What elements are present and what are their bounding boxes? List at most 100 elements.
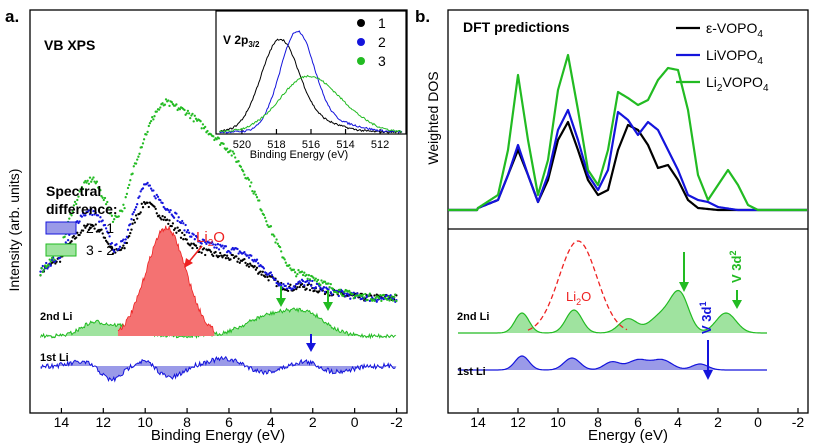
data-point — [311, 279, 314, 283]
data-point — [307, 281, 311, 285]
data-point — [104, 202, 108, 206]
data-point — [76, 220, 79, 223]
data-point — [146, 181, 149, 185]
data-point — [260, 273, 263, 276]
panel-a-xlabel: Binding Energy (eV) — [151, 427, 285, 444]
data-point — [265, 271, 268, 275]
data-point — [93, 180, 96, 183]
li2o-arrow-a — [187, 245, 203, 264]
data-point — [94, 182, 97, 185]
data-point — [168, 210, 171, 214]
data-point — [282, 256, 285, 259]
data-point — [146, 130, 149, 134]
data-point — [78, 190, 81, 193]
data-point — [166, 218, 169, 221]
data-point — [277, 284, 281, 287]
data-point — [103, 196, 107, 200]
data-point — [186, 109, 190, 113]
data-point — [129, 231, 132, 235]
data-point — [392, 296, 396, 299]
data-point — [153, 195, 156, 198]
data-point — [237, 160, 240, 163]
data-point — [121, 210, 124, 213]
data-point — [68, 217, 71, 220]
data-point — [171, 222, 175, 225]
data-point — [296, 282, 299, 286]
data-point — [141, 206, 145, 209]
data-point — [133, 208, 137, 211]
xtick-label: 4 — [674, 414, 682, 430]
data-point — [136, 217, 139, 220]
data-point — [247, 265, 251, 268]
inset-xticks: 520 518 516 514 512 — [233, 129, 389, 151]
data-point — [130, 218, 133, 221]
panel-a-title: VB XPS — [44, 37, 95, 53]
data-point — [329, 291, 332, 294]
v3d1-label: V 3d1 — [698, 302, 714, 334]
legend-swatch-3-2 — [45, 243, 77, 257]
data-point — [291, 287, 294, 290]
data-point — [315, 280, 319, 283]
data-point — [266, 223, 269, 227]
data-point — [176, 226, 179, 229]
data-point — [395, 299, 398, 303]
data-point — [202, 239, 206, 242]
data-point — [104, 227, 108, 230]
data-point — [319, 283, 322, 287]
data-point — [217, 254, 221, 258]
panel-b-title: DFT predictions — [463, 19, 570, 35]
spectral-diff-title1: Spectral — [46, 183, 101, 199]
data-point — [39, 273, 42, 277]
diff-2-1-fill — [40, 356, 397, 381]
panel-a: a. VB XPS Intensity (arb. units) Binding… — [5, 7, 408, 444]
data-point — [284, 261, 287, 264]
data-point — [280, 250, 283, 253]
data-point — [95, 180, 99, 183]
data-point — [183, 233, 186, 237]
data-point — [212, 243, 215, 246]
data-point — [199, 120, 202, 123]
data-point — [141, 187, 145, 190]
data-point — [190, 242, 193, 245]
data-point — [253, 265, 256, 268]
data-point — [236, 260, 239, 263]
green-arrowhead-b1 — [679, 282, 689, 292]
data-point — [237, 252, 240, 255]
data-point — [292, 268, 296, 271]
data-point — [300, 270, 304, 273]
data-point — [252, 192, 255, 195]
data-point — [222, 247, 225, 250]
data-point — [98, 220, 101, 223]
data-point — [295, 275, 298, 278]
data-point — [232, 152, 236, 155]
data-point — [111, 220, 115, 224]
data-point — [208, 249, 211, 252]
data-point — [367, 294, 370, 297]
data-point — [103, 223, 107, 227]
data-point — [77, 195, 80, 198]
data-point — [234, 156, 237, 159]
panel-a-frame — [29, 9, 408, 414]
data-point — [187, 231, 191, 234]
data-point — [70, 240, 73, 243]
data-point — [72, 204, 76, 207]
data-point — [126, 186, 130, 190]
dft-1st-li-line — [458, 355, 767, 371]
data-point — [170, 224, 173, 228]
data-point — [288, 264, 291, 267]
data-point — [63, 235, 66, 238]
data-point — [132, 210, 135, 214]
data-point — [183, 108, 186, 112]
inset-title: V 2p3/2 — [223, 33, 260, 49]
data-point — [177, 216, 180, 219]
data-point — [194, 244, 198, 247]
inset-legend-marker — [357, 57, 365, 65]
data-point — [192, 233, 195, 236]
data-point — [296, 286, 299, 289]
panel-a-label: a. — [5, 7, 19, 26]
data-point — [343, 292, 346, 295]
data-point — [222, 142, 225, 146]
data-point — [270, 274, 274, 277]
data-point — [163, 103, 167, 106]
data-point — [289, 283, 292, 286]
